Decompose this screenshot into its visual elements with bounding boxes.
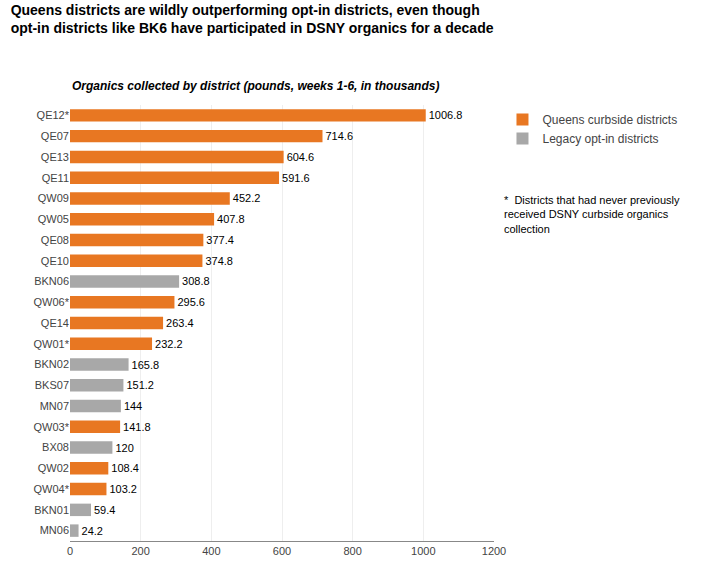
svg-text:108.4: 108.4 [111, 462, 139, 474]
svg-text:0: 0 [67, 545, 73, 557]
svg-text:59.4: 59.4 [94, 504, 115, 516]
svg-text:QE07: QE07 [41, 130, 69, 142]
svg-text:400: 400 [202, 545, 220, 557]
svg-text:* Districts that had never pr: * Districts that had never previouslyrec… [504, 194, 680, 235]
svg-text:800: 800 [343, 545, 361, 557]
svg-text:120: 120 [115, 442, 133, 454]
svg-text:QE11: QE11 [42, 172, 69, 184]
svg-text:Organics collected by district: Organics collected by district (pounds, … [72, 79, 439, 93]
svg-text:QW05: QW05 [38, 213, 69, 225]
svg-text:374.8: 374.8 [205, 255, 233, 267]
svg-text:QW01*: QW01* [34, 338, 70, 350]
svg-text:308.8: 308.8 [182, 275, 210, 287]
svg-text:BKS07: BKS07 [35, 379, 69, 391]
svg-text:407.8: 407.8 [217, 213, 245, 225]
svg-text:452.2: 452.2 [233, 192, 261, 204]
svg-text:QW09: QW09 [38, 192, 69, 204]
svg-text:144: 144 [124, 400, 142, 412]
svg-text:QW06*: QW06* [34, 296, 70, 308]
svg-text:263.4: 263.4 [166, 317, 194, 329]
svg-text:Queens districts are wildly ou: Queens districts are wildly outperformin… [11, 2, 494, 36]
svg-text:QW04*: QW04* [34, 483, 70, 495]
svg-text:1006.8: 1006.8 [429, 109, 463, 121]
svg-text:BX08: BX08 [42, 441, 69, 453]
svg-text:103.2: 103.2 [109, 483, 137, 495]
svg-text:MN07: MN07 [40, 400, 69, 412]
svg-text:1000: 1000 [411, 545, 435, 557]
svg-text:QE08: QE08 [41, 234, 69, 246]
svg-text:200: 200 [131, 545, 149, 557]
svg-text:377.4: 377.4 [206, 234, 234, 246]
svg-text:141.8: 141.8 [123, 421, 151, 433]
svg-text:BKN06: BKN06 [34, 275, 69, 287]
svg-text:QE14: QE14 [41, 317, 69, 329]
svg-text:QE10: QE10 [41, 255, 69, 267]
svg-text:600: 600 [273, 545, 291, 557]
svg-text:591.6: 591.6 [282, 172, 310, 184]
svg-text:BKN02: BKN02 [34, 358, 69, 370]
svg-text:MN06: MN06 [40, 524, 69, 536]
svg-text:232.2: 232.2 [155, 338, 183, 350]
svg-text:24.2: 24.2 [82, 525, 103, 537]
svg-text:QE12*: QE12* [37, 109, 70, 121]
svg-text:151.2: 151.2 [126, 379, 154, 391]
svg-text:295.6: 295.6 [177, 296, 205, 308]
svg-text:714.6: 714.6 [325, 130, 353, 142]
svg-text:Queens curbside districts: Queens curbside districts [542, 113, 677, 127]
svg-text:QW03*: QW03* [34, 421, 70, 433]
svg-text:165.8: 165.8 [132, 359, 160, 371]
svg-text:QE13: QE13 [41, 151, 69, 163]
svg-text:Legacy opt-in districts: Legacy opt-in districts [542, 132, 658, 146]
svg-text:604.6: 604.6 [287, 151, 315, 163]
svg-text:BKN01: BKN01 [34, 504, 69, 516]
svg-text:1200: 1200 [482, 545, 506, 557]
svg-text:QW02: QW02 [38, 462, 69, 474]
